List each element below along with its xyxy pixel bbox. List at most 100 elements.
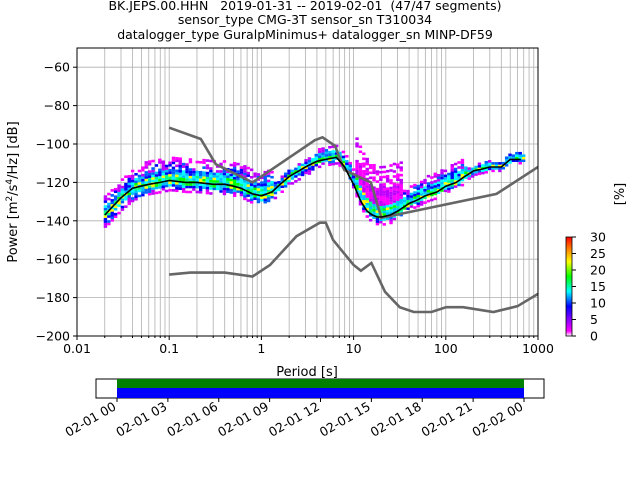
heatmap-cell [219, 187, 223, 191]
heatmap-cell [260, 191, 264, 194]
heatmap-cell [345, 167, 349, 171]
heatmap-cell [260, 198, 264, 202]
heatmap-cell [256, 195, 261, 199]
heatmap-cell [511, 156, 516, 160]
heatmap-cell [389, 194, 393, 197]
heatmap-cell [232, 166, 237, 170]
heatmap-cell [413, 206, 417, 209]
heatmap-cell [266, 187, 271, 190]
heatmap-cell [171, 174, 176, 177]
heatmap-cell [389, 219, 393, 222]
heatmap-cell [226, 180, 230, 184]
heatmap-cell [487, 167, 492, 171]
colorbar-tick-label: 10 [590, 296, 606, 311]
heatmap-cell [396, 185, 400, 189]
heatmap-cell [460, 183, 465, 187]
heatmap-cell [423, 201, 427, 204]
heatmap-cell [195, 178, 199, 181]
heatmap-cell [382, 165, 386, 169]
heatmap-cell [392, 192, 397, 196]
heatmap-cell [243, 190, 247, 193]
heatmap-cell [328, 163, 332, 167]
heatmap-cell [181, 170, 186, 173]
heatmap-cell [334, 154, 339, 158]
heatmap-cell [178, 184, 182, 188]
heatmap-cell [232, 189, 237, 192]
heatmap-cell [147, 177, 152, 181]
heatmap-cell [365, 172, 369, 176]
heatmap-cell [171, 169, 176, 172]
heatmap-cell [158, 161, 162, 164]
heatmap-cell [151, 187, 155, 190]
heatmap-cell [453, 175, 458, 178]
heatmap-cell [317, 148, 322, 151]
heatmap-cell [175, 159, 179, 163]
noise-model-high [168, 126, 538, 220]
heatmap-cell [365, 202, 369, 206]
heatmap-cell [243, 197, 247, 201]
heatmap-cell [253, 184, 257, 188]
heatmap-cell [358, 180, 363, 184]
heatmap-cell [209, 192, 213, 195]
heatmap-cell [185, 168, 189, 171]
heatmap-cell [460, 158, 465, 162]
heatmap-cell [195, 160, 199, 164]
heatmap-cell [297, 178, 301, 181]
heatmap-cell [144, 186, 148, 189]
heatmap-cell [185, 170, 189, 174]
heatmap-cell [457, 173, 461, 177]
heatmap-cell [120, 208, 125, 211]
heatmap-cell [103, 205, 108, 208]
heatmap-cell [365, 205, 369, 208]
heatmap-cell [127, 175, 131, 178]
heatmap-cell [280, 190, 284, 194]
heatmap-cell [304, 161, 308, 165]
heatmap-cell [144, 188, 148, 192]
heatmap-cell [127, 195, 131, 198]
heatmap-cell [236, 162, 240, 166]
heatmap-cell [243, 180, 247, 183]
heatmap-cell [202, 178, 206, 182]
heatmap-cell [314, 158, 318, 162]
heatmap-cell [355, 182, 359, 185]
heatmap-cell [348, 161, 352, 165]
heatmap-cell [419, 203, 424, 206]
heatmap-cell [209, 159, 213, 163]
heatmap-cell [192, 175, 196, 179]
heatmap-cell [154, 174, 159, 177]
heatmap-cell [515, 159, 519, 163]
heatmap-cell [358, 177, 363, 181]
heatmap-cell [379, 165, 383, 169]
heatmap-cell [426, 194, 431, 198]
heatmap-cell [158, 178, 162, 182]
heatmap-cell [161, 167, 165, 171]
heatmap-cell [375, 220, 380, 223]
heatmap-cell [202, 166, 206, 169]
heatmap-cell [294, 180, 298, 183]
heatmap-cell [311, 163, 315, 166]
heatmap-cell [219, 190, 223, 193]
heatmap-cell [103, 197, 108, 201]
heatmap-cell [130, 169, 135, 173]
heatmap-cell [120, 198, 125, 201]
heatmap-cell [396, 200, 400, 204]
heatmap-cell [443, 179, 448, 183]
heatmap-cell [134, 195, 138, 199]
heatmap-cell [202, 183, 206, 187]
heatmap-cell [396, 198, 400, 201]
heatmap-cell [399, 161, 403, 164]
heatmap-cell [256, 198, 261, 201]
heatmap-cell [192, 170, 196, 174]
heatmap-cell [243, 167, 247, 171]
heatmap-cell [443, 177, 448, 180]
heatmap-cell [392, 187, 397, 191]
heatmap-cell [249, 183, 254, 187]
heatmap-cell [358, 185, 363, 188]
heatmap-cell [273, 196, 278, 200]
heatmap-cell [436, 191, 441, 195]
heatmap-cell [491, 167, 495, 170]
heatmap-cell [253, 197, 257, 201]
heatmap-cell [406, 189, 410, 193]
heatmap-cell [175, 157, 179, 160]
heatmap-cell [239, 181, 244, 184]
